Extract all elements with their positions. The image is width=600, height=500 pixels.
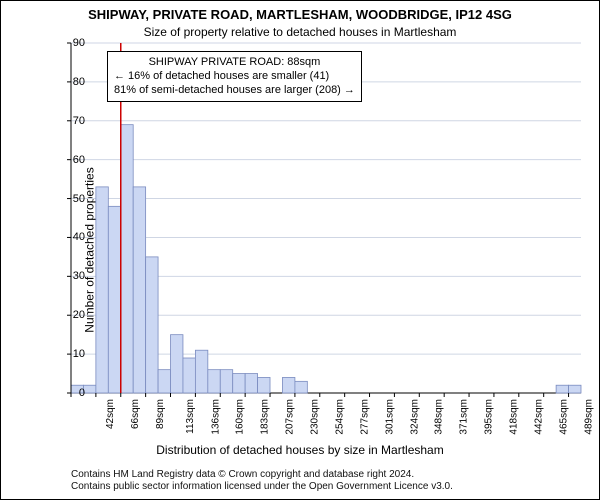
plot-area: SHIPWAY PRIVATE ROAD: 88sqm ← 16% of det…	[71, 43, 581, 393]
x-axis-label: Distribution of detached houses by size …	[1, 443, 599, 457]
xtick-label: 254sqm	[334, 399, 345, 435]
ytick-label: 90	[55, 37, 85, 49]
ytick-label: 50	[55, 193, 85, 205]
xtick-label: 277sqm	[359, 399, 370, 435]
ytick-label: 60	[55, 154, 85, 166]
annotation-line-2: ← 16% of detached houses are smaller (41…	[114, 70, 355, 84]
ytick-label: 0	[55, 387, 85, 399]
ytick-label: 40	[55, 231, 85, 243]
annotation-box: SHIPWAY PRIVATE ROAD: 88sqm ← 16% of det…	[107, 51, 362, 102]
xtick-label: 395sqm	[484, 399, 495, 435]
chart-subtitle: Size of property relative to detached ho…	[1, 25, 599, 39]
xtick-label: 113sqm	[184, 399, 195, 434]
chart-frame: SHIPWAY, PRIVATE ROAD, MARTLESHAM, WOODB…	[0, 0, 600, 500]
xtick-label: 183sqm	[260, 399, 271, 435]
footer-line-1: Contains HM Land Registry data © Crown c…	[71, 469, 453, 481]
xtick-label: 418sqm	[509, 399, 520, 435]
xtick-label: 230sqm	[310, 399, 321, 435]
footer-line-2: Contains public sector information licen…	[71, 481, 453, 493]
xtick-label: 89sqm	[155, 399, 166, 429]
xtick-label: 348sqm	[434, 399, 445, 435]
xtick-label: 442sqm	[534, 399, 545, 435]
ytick-label: 80	[55, 76, 85, 88]
xtick-label: 371sqm	[459, 399, 470, 435]
chart-title: SHIPWAY, PRIVATE ROAD, MARTLESHAM, WOODB…	[1, 7, 599, 22]
ytick-label: 70	[55, 115, 85, 127]
xtick-label: 489sqm	[583, 399, 594, 435]
xtick-label: 465sqm	[558, 399, 569, 435]
xtick-label: 324sqm	[409, 399, 420, 435]
footer-text: Contains HM Land Registry data © Crown c…	[71, 469, 453, 493]
xtick-label: 207sqm	[285, 399, 296, 435]
xtick-label: 42sqm	[105, 399, 116, 429]
xtick-label: 160sqm	[235, 399, 246, 435]
xtick-label: 301sqm	[384, 399, 395, 435]
xtick-label: 136sqm	[210, 399, 221, 435]
ytick-label: 20	[55, 309, 85, 321]
annotation-line-3: 81% of semi-detached houses are larger (…	[114, 84, 355, 98]
ytick-label: 30	[55, 270, 85, 282]
annotation-line-1: SHIPWAY PRIVATE ROAD: 88sqm	[114, 56, 355, 70]
xtick-label: 66sqm	[130, 399, 141, 429]
ytick-label: 10	[55, 348, 85, 360]
